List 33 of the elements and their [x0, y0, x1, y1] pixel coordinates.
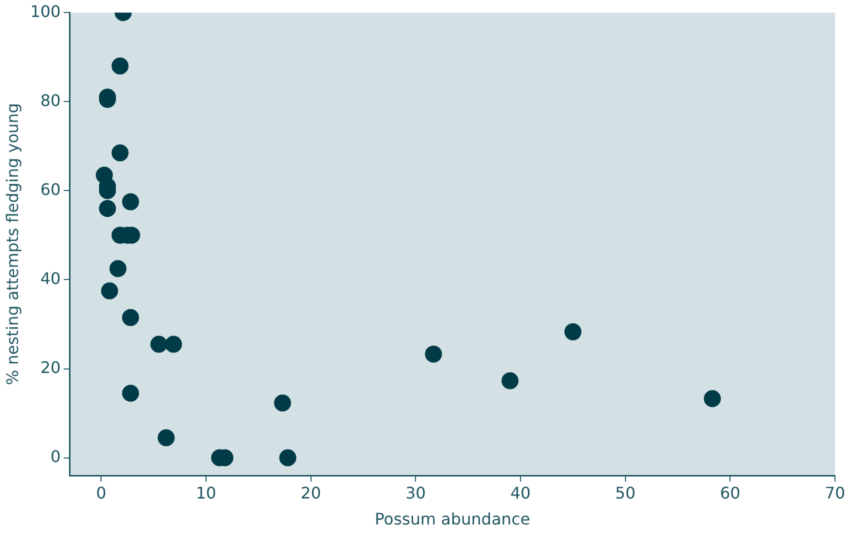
point: [274, 394, 292, 412]
y-tick-label: 20: [40, 358, 61, 377]
x-tick-label: 0: [96, 483, 106, 502]
point: [704, 390, 721, 408]
point: [502, 372, 519, 390]
point: [165, 336, 182, 353]
point: [98, 200, 116, 217]
y-tick-label: 0: [50, 446, 61, 466]
point: [158, 429, 175, 446]
point: [122, 309, 140, 326]
x-tick-label: 20: [300, 483, 322, 502]
point: [279, 449, 296, 466]
point: [150, 336, 168, 353]
x-tick-label: 30: [406, 483, 426, 502]
point: [109, 260, 126, 278]
x-tick-label: 10: [196, 483, 216, 502]
y-tick-label: 40: [40, 268, 61, 288]
point: [112, 58, 129, 75]
x-axis-title: Possum abundance: [374, 510, 530, 529]
x-tick-label: 60: [720, 483, 740, 502]
point: [122, 193, 140, 210]
point: [112, 144, 129, 162]
y-tick-label: 80: [40, 90, 61, 110]
point: [101, 282, 118, 300]
x-tick-label: 50: [615, 483, 636, 502]
y-tick-label: 100: [30, 2, 61, 21]
x-tick-label: 70: [824, 483, 846, 502]
y-tick-label: 60: [40, 180, 61, 199]
point: [425, 346, 442, 363]
y-axis-title: % nesting attempts fledging young: [2, 103, 22, 386]
x-tick-label: 40: [510, 483, 531, 502]
point: [564, 323, 582, 340]
point: [122, 384, 140, 402]
